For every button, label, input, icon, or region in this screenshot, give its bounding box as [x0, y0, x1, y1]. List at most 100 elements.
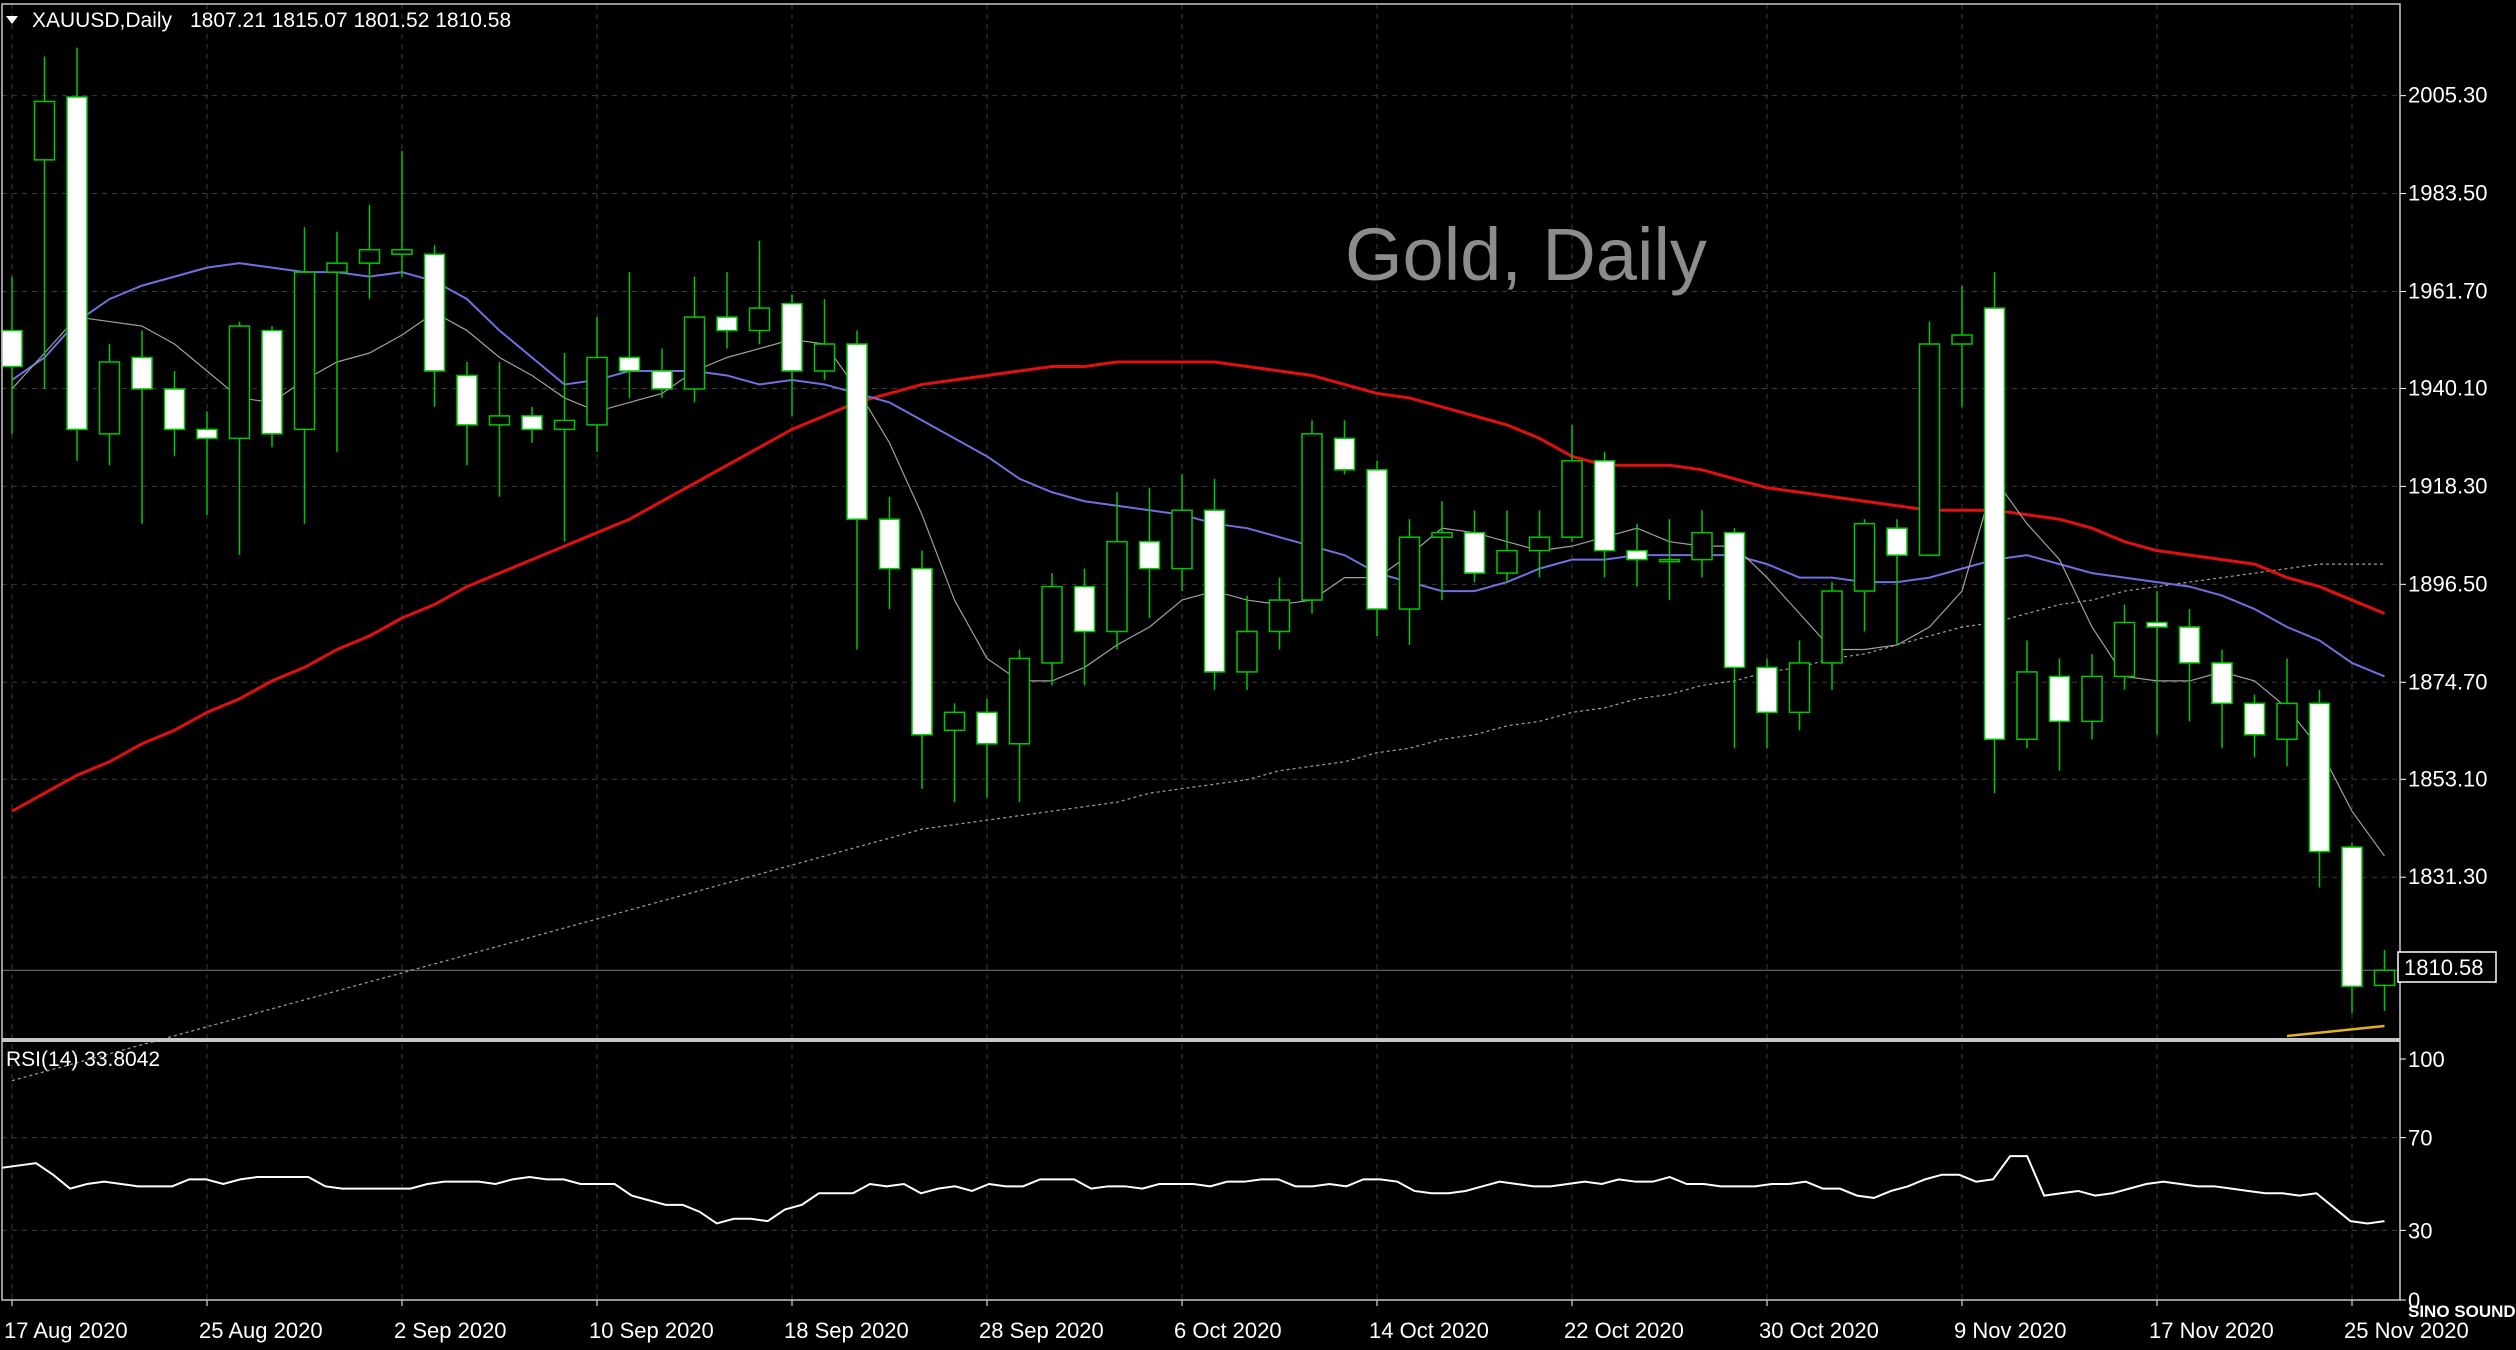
candle-body [1756, 666, 1778, 714]
candle-body [1593, 460, 1616, 552]
candle-body [1106, 540, 1128, 633]
candle-body [976, 711, 998, 745]
candle-body [1983, 307, 2006, 741]
candle-body [943, 711, 966, 732]
date-tick-label: 25 Aug 2020 [199, 1318, 323, 1343]
candle-body [1528, 536, 1551, 552]
trend-tail-line [2286, 1024, 2385, 1038]
price-tick-label: 1961.70 [2408, 278, 2488, 303]
candle-body [1268, 599, 1291, 633]
logo-text: SINO SOUND [2408, 1302, 2516, 1321]
candle-body [1236, 630, 1258, 673]
candle-body [2211, 662, 2233, 705]
candle-body [846, 343, 868, 520]
price-tick-label: 2005.30 [2408, 83, 2488, 108]
candle-body [423, 253, 446, 372]
candle-body [2113, 621, 2136, 678]
symbol-label: XAUUSD,Daily [32, 9, 173, 32]
candle-body [1561, 460, 1583, 538]
candle-body [2243, 702, 2266, 736]
candle-body [1138, 540, 1161, 570]
candle-body [1171, 509, 1193, 570]
date-tick-label: 9 Nov 2020 [1954, 1318, 2067, 1343]
chart-watermark: Gold, Daily [1345, 213, 1707, 296]
ohlc-label: 1807.21 1815.07 1801.52 1810.58 [190, 9, 511, 32]
axes: 2005.30 1983.50 1961.70 1940.10 1918.30 1896.… [1, 3, 2488, 1343]
candle-body [878, 518, 901, 570]
candle-body [1398, 536, 1421, 610]
candle-body [131, 356, 153, 390]
current-price-tag [2397, 951, 2497, 983]
current-price-label: 1810.58 [2404, 955, 2484, 980]
price-tick-label: 1831.30 [2408, 864, 2488, 889]
date-tick-label: 17 Aug 2020 [4, 1318, 128, 1343]
date-tick-label: 14 Oct 2020 [1369, 1318, 1489, 1343]
candle-body [2276, 702, 2298, 741]
candle-body [2373, 969, 2396, 987]
date-tick-label: 30 Oct 2020 [1759, 1318, 1879, 1343]
date-tick-label: 6 Oct 2020 [1174, 1318, 1282, 1343]
date-tick-label: 28 Sep 2020 [979, 1318, 1104, 1343]
candle-body [1203, 509, 1226, 673]
candle-body [781, 302, 803, 372]
candle-body [1951, 334, 1973, 345]
rsi-tick-label: 70 [2408, 1126, 2432, 1151]
candle-body [1918, 343, 1941, 556]
rsi-line [1, 1155, 2385, 1225]
price-tick-label: 1918.30 [2408, 473, 2488, 498]
candle-body [2048, 675, 2071, 723]
plot-frame [1, 3, 2401, 1301]
price-tick-label: 1983.50 [2408, 181, 2488, 206]
candle-body [1366, 469, 1388, 610]
candle-body [163, 388, 186, 431]
rsi-tick-label: 100 [2408, 1047, 2445, 1072]
candle-body [1853, 522, 1876, 592]
candle-body [1886, 527, 1908, 556]
price-tick-label: 1896.50 [2408, 571, 2488, 596]
candle-body [911, 567, 933, 736]
rsi-tick-label: 30 [2408, 1218, 2432, 1243]
candle-body [813, 343, 836, 372]
candle-body [618, 356, 641, 372]
price-tick-label: 1940.10 [2408, 375, 2488, 400]
candle-body [1041, 585, 1063, 664]
candle-body [1658, 558, 1681, 563]
menu-triangle-icon[interactable] [6, 16, 18, 24]
rsi-panel [1, 1155, 2385, 1225]
candle-body [748, 307, 771, 332]
candle-body [683, 316, 706, 390]
candle-body [358, 248, 381, 264]
candle-body [716, 316, 738, 332]
grid [2, 4, 2400, 1300]
sino-sound-logo: SINO SOUND [2408, 1302, 2516, 1321]
candle-body [2178, 626, 2201, 664]
candle-body [488, 415, 511, 426]
candle-body [2308, 702, 2331, 853]
candle-body [553, 419, 576, 431]
candle-body [521, 415, 543, 431]
candle-body [1691, 531, 1713, 561]
date-tick-label: 22 Oct 2020 [1564, 1318, 1684, 1343]
candle-body [228, 325, 251, 440]
date-tick-label: 25 Nov 2020 [2344, 1318, 2469, 1343]
candle-body [391, 248, 413, 255]
candle-body [261, 329, 283, 435]
candle-body [1073, 585, 1096, 633]
candle-body [2016, 671, 2038, 741]
price-tick-label: 1853.10 [2408, 766, 2488, 791]
candle-body [456, 374, 478, 426]
date-tick-label: 10 Sep 2020 [589, 1318, 714, 1343]
candle-body [66, 96, 88, 431]
date-tick-label: 2 Sep 2020 [394, 1318, 507, 1343]
candle-body [293, 271, 316, 431]
long-moving-average-line [11, 563, 2385, 1082]
candle-body [1, 329, 23, 368]
candle-body [1626, 549, 1648, 561]
candle-body [98, 361, 121, 435]
candlesticks [1, 47, 2396, 1014]
candle-body [1463, 531, 1486, 574]
candle-body [586, 356, 608, 426]
rsi-label: RSI(14) 33.8042 [6, 1048, 160, 1071]
